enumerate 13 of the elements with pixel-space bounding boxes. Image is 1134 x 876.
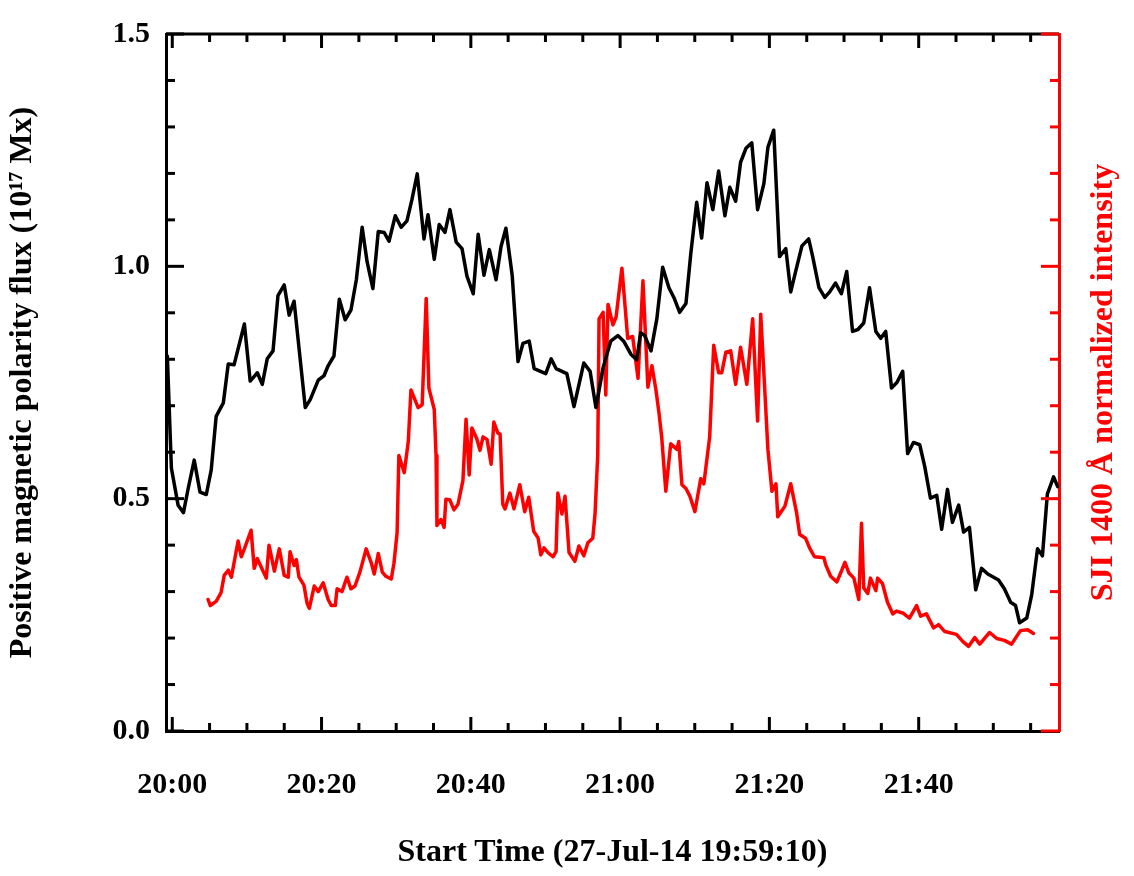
y2-axis-title: SJI 1400 Å normalized intensity [1083,163,1120,602]
y-axis-title: Positive magnetic polarity flux (10¹⁷ Mx) [2,106,39,659]
y-tick-label: 1.5 [112,14,150,48]
x-tick-label: 20:40 [435,765,506,799]
x-tick-label: 21:20 [734,765,805,799]
y-tick-label: 1.0 [112,247,150,281]
x-axis-title: Start Time (27-Jul-14 19:59:10) [397,832,828,869]
x-tick-label: 20:00 [137,765,208,799]
y-tick-label: 0.0 [112,711,150,745]
x-tick-label: 21:00 [585,765,656,799]
y-tick-label: 0.5 [112,479,150,513]
x-tick-label: 20:20 [286,765,357,799]
x-tick-label: 21:40 [883,765,954,799]
